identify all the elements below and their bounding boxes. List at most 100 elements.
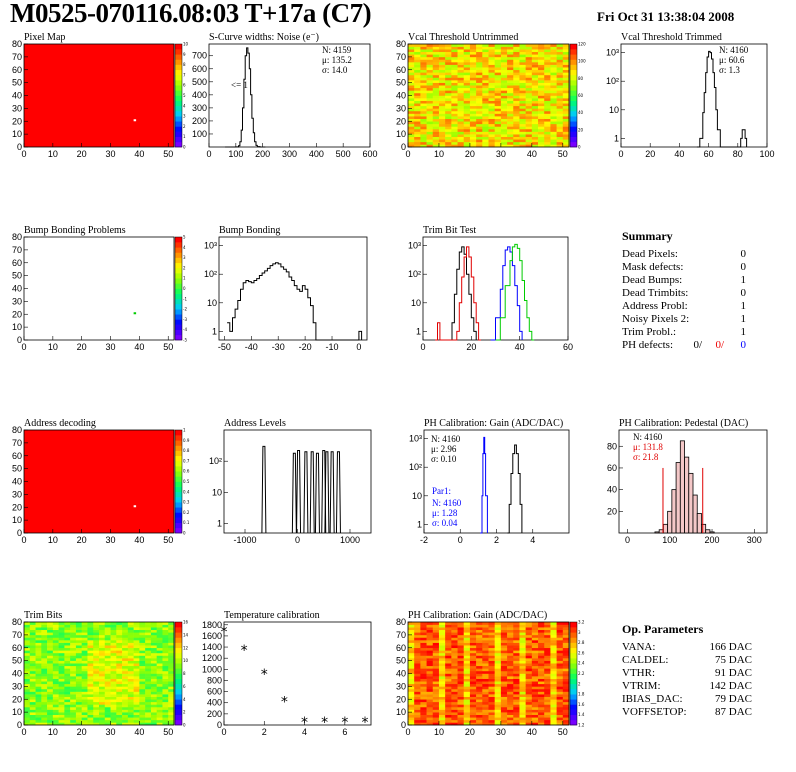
map-cell xyxy=(408,123,415,127)
map-cell xyxy=(432,90,440,94)
map-cell xyxy=(488,670,495,674)
map-cell xyxy=(420,56,427,60)
map-cell xyxy=(519,72,526,76)
map-cell xyxy=(544,632,551,636)
summary-label: Dead Bumps: xyxy=(622,274,683,286)
summary-row-ph-defects: PH defects: 0/ 0/ 0 xyxy=(622,339,746,352)
map-cell xyxy=(162,668,169,672)
map-cell xyxy=(408,712,415,715)
map-cell xyxy=(133,712,140,715)
map-cell xyxy=(457,634,465,638)
map-cell xyxy=(127,663,134,667)
map-cell xyxy=(531,144,539,148)
map-cell xyxy=(550,694,557,697)
map-cell xyxy=(469,632,477,636)
map-cell xyxy=(41,637,48,641)
map-cell xyxy=(476,131,483,135)
map-cell xyxy=(414,678,421,682)
map-cell xyxy=(451,622,458,625)
map-cell xyxy=(525,105,533,109)
map-cell xyxy=(127,634,134,638)
map-cell xyxy=(110,704,117,708)
map-cell xyxy=(104,719,111,723)
map-cell xyxy=(525,108,533,112)
map-cell xyxy=(168,652,175,656)
map-cell xyxy=(451,144,458,148)
map-cell xyxy=(99,694,106,697)
map-cell xyxy=(488,90,495,94)
map-cell xyxy=(168,722,175,726)
map-cell xyxy=(513,683,520,687)
map-cell xyxy=(162,699,169,703)
x-tick-label: 30 xyxy=(106,149,116,159)
palette-tick-label: 14 xyxy=(183,632,189,637)
map-cell xyxy=(445,683,452,687)
map-cell xyxy=(99,701,106,705)
map-cell xyxy=(127,652,134,656)
map-cell xyxy=(150,706,157,710)
map-cell xyxy=(550,98,557,101)
map-cell xyxy=(139,658,146,661)
map-cell xyxy=(525,668,533,672)
map-cell xyxy=(451,80,458,83)
map-cell xyxy=(544,141,551,145)
map-cell xyxy=(420,686,427,690)
histogram-series xyxy=(447,246,477,341)
map-cell xyxy=(494,44,502,47)
map-cell xyxy=(556,85,564,89)
map-cell xyxy=(562,642,570,646)
map-cell xyxy=(482,699,489,703)
map-cell xyxy=(482,683,489,687)
map-cell xyxy=(476,673,483,677)
map-cell xyxy=(463,640,471,643)
map-cell xyxy=(29,624,36,628)
map-cell xyxy=(476,632,483,636)
y-tick-label: 60 xyxy=(12,643,22,653)
map-cell xyxy=(507,105,514,109)
map-cell xyxy=(420,627,427,631)
map-cell xyxy=(104,709,111,713)
y-tick-label: 80 xyxy=(396,39,406,49)
map-cell xyxy=(110,668,117,672)
map-cell xyxy=(562,699,570,703)
map-cell xyxy=(29,686,36,690)
stats-line: N: 4160 xyxy=(431,434,461,444)
map-cell xyxy=(127,696,134,700)
map-cell xyxy=(457,128,465,132)
map-cell xyxy=(35,663,42,667)
x-tick-label: 0 xyxy=(21,149,26,159)
map-cell xyxy=(525,722,533,726)
palette-cell xyxy=(570,131,577,137)
map-cell xyxy=(482,676,489,679)
map-cell xyxy=(556,694,564,697)
map-cell xyxy=(463,67,471,71)
map-cell xyxy=(463,704,471,708)
map-cell xyxy=(550,95,557,99)
map-cell xyxy=(162,681,169,685)
map-cell xyxy=(426,660,434,664)
map-cell xyxy=(426,82,434,86)
map-cell xyxy=(414,72,421,76)
map-cell xyxy=(445,134,452,137)
palette-tick-label: 10 xyxy=(183,658,189,663)
map-cell xyxy=(438,696,446,700)
y-tick-label: 200 xyxy=(207,709,222,719)
map-cell xyxy=(488,658,495,661)
map-cell xyxy=(432,62,440,65)
palette-cell xyxy=(175,694,182,700)
map-defect-pixel xyxy=(133,119,137,122)
map-cell xyxy=(494,722,502,726)
map-cell xyxy=(556,44,564,47)
y-tick-label: 10³ xyxy=(204,241,217,251)
map-cell xyxy=(494,665,502,669)
map-cell xyxy=(463,634,471,638)
map-cell xyxy=(35,678,42,682)
map-cell xyxy=(93,658,100,661)
map-cell xyxy=(513,126,520,130)
map-cell xyxy=(476,110,483,114)
map-cell xyxy=(47,629,54,633)
map-cell xyxy=(122,709,129,713)
palette-tick-label: 1.4 xyxy=(578,712,585,717)
palette-cell xyxy=(570,80,577,86)
